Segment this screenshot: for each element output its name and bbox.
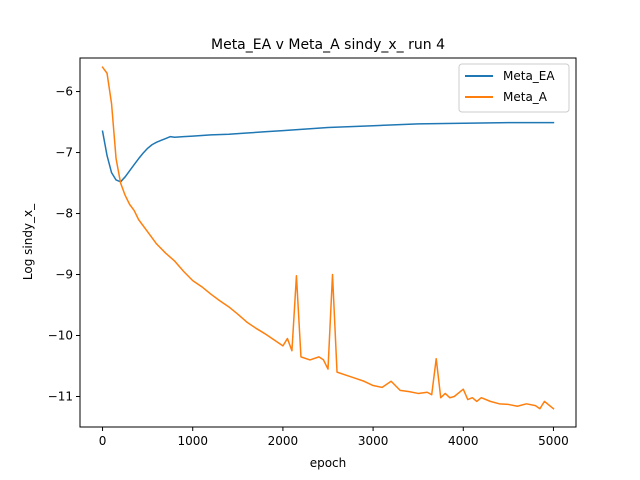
series-line-meta-ea	[101, 121, 555, 183]
x-axis: 0 1000 2000 3000 4000 5000	[99, 427, 569, 448]
axes-frame	[79, 57, 577, 428]
x-tick-label: 5000	[538, 434, 569, 448]
x-tick-label: 3000	[358, 434, 389, 448]
legend-label-meta-a: Meta_A	[503, 90, 548, 104]
y-axis-label: Log sindy_x_	[21, 203, 35, 280]
plot-area	[101, 66, 555, 410]
x-tick-label: 0	[99, 434, 107, 448]
y-tick-label: −8	[55, 207, 73, 221]
y-tick-label: −9	[55, 268, 73, 282]
x-tick-label: 2000	[268, 434, 299, 448]
y-tick-label: −7	[55, 146, 73, 160]
x-tick-label: 4000	[448, 434, 479, 448]
y-tick-label: −10	[48, 329, 73, 343]
y-tick-label: −11	[48, 390, 73, 404]
x-tick-label: 1000	[177, 434, 208, 448]
chart-title: Meta_EA v Meta_A sindy_x_ run 4	[211, 37, 445, 53]
legend-label-meta-ea: Meta_EA	[503, 69, 555, 83]
legend: Meta_EA Meta_A	[458, 63, 570, 113]
y-axis: −11 −10 −9 −8 −7 −6	[48, 85, 80, 404]
y-tick-label: −6	[55, 85, 73, 99]
x-axis-label: epoch	[310, 456, 347, 470]
series-line-meta-a	[101, 66, 555, 410]
